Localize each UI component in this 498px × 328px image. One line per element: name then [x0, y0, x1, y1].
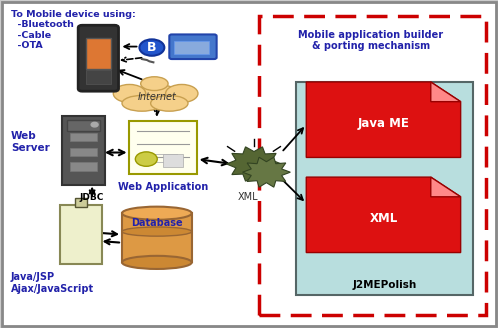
Circle shape	[139, 39, 164, 56]
Ellipse shape	[114, 84, 146, 103]
Polygon shape	[431, 82, 461, 102]
Bar	[70, 148, 97, 156]
Circle shape	[91, 122, 98, 127]
FancyBboxPatch shape	[169, 34, 217, 59]
Text: Internet: Internet	[137, 92, 176, 102]
Polygon shape	[306, 177, 461, 253]
Ellipse shape	[122, 207, 192, 220]
Bar	[174, 41, 209, 54]
Ellipse shape	[122, 256, 192, 269]
Text: XML: XML	[238, 192, 258, 202]
Ellipse shape	[122, 95, 162, 111]
Text: Database: Database	[131, 218, 183, 228]
Bar	[122, 213, 192, 262]
FancyBboxPatch shape	[2, 2, 496, 326]
Polygon shape	[243, 157, 290, 187]
Text: To Mobile device using:
  -Bluetooth
  -Cable
  -OTA: To Mobile device using: -Bluetooth -Cabl…	[11, 10, 136, 50]
Text: Mobile application builder
& porting mechanism: Mobile application builder & porting mec…	[298, 30, 444, 51]
Bar	[86, 38, 111, 69]
Circle shape	[135, 152, 157, 166]
FancyBboxPatch shape	[67, 120, 100, 131]
Text: J2MEPolish: J2MEPolish	[352, 280, 417, 290]
Bar	[129, 121, 197, 174]
Polygon shape	[227, 147, 281, 181]
FancyBboxPatch shape	[78, 25, 119, 91]
Text: Java/JSP
Ajax/JavaScript: Java/JSP Ajax/JavaScript	[11, 272, 94, 294]
Ellipse shape	[150, 95, 188, 111]
Ellipse shape	[165, 84, 198, 103]
Ellipse shape	[141, 77, 168, 91]
Text: B: B	[147, 41, 157, 54]
Text: Web
Server: Web Server	[11, 131, 50, 153]
Bar	[70, 133, 97, 141]
Bar	[75, 198, 87, 207]
Text: XML: XML	[370, 212, 397, 225]
Text: Java ME: Java ME	[358, 116, 409, 130]
Bar	[163, 154, 183, 167]
Polygon shape	[431, 177, 461, 197]
Text: JDBC: JDBC	[80, 193, 104, 202]
Ellipse shape	[134, 84, 179, 106]
Polygon shape	[306, 82, 461, 157]
FancyBboxPatch shape	[60, 205, 102, 264]
Bar	[259, 16, 486, 315]
Bar	[70, 162, 97, 171]
Bar	[86, 70, 111, 84]
Ellipse shape	[122, 227, 192, 236]
Text: Web Application: Web Application	[118, 182, 209, 192]
FancyBboxPatch shape	[62, 116, 105, 185]
Bar	[296, 82, 473, 295]
